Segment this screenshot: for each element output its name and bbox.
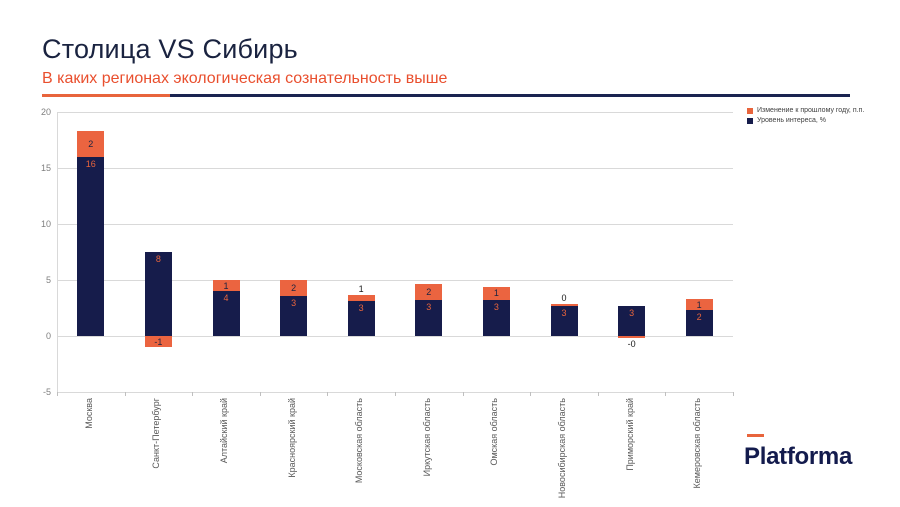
x-axis-tick bbox=[665, 392, 667, 396]
chart-legend: Изменение к прошлому году, п.п. Уровень … bbox=[747, 107, 864, 127]
logo-text: Platforma bbox=[744, 443, 852, 470]
header-divider bbox=[42, 94, 850, 97]
x-axis-category-label: Москва bbox=[83, 398, 94, 429]
bar-value-label-change: 2 bbox=[88, 138, 94, 149]
bar-segment-change bbox=[212, 280, 240, 292]
bar-segment-interest bbox=[482, 300, 510, 336]
x-axis-tick bbox=[462, 392, 464, 396]
bar-segment-interest bbox=[685, 310, 713, 336]
bar-segment-interest bbox=[77, 156, 105, 336]
bar-segment-interest bbox=[550, 305, 578, 336]
y-axis-tick-label: 10 bbox=[40, 219, 51, 229]
bar-segment-change bbox=[144, 336, 172, 348]
grid-line bbox=[57, 112, 733, 113]
legend-item-change: Изменение к прошлому году, п.п. bbox=[747, 107, 864, 114]
x-axis-category-label: Приморский край bbox=[624, 398, 635, 471]
x-axis-tick bbox=[124, 392, 126, 396]
y-axis-tick-label: -5 bbox=[42, 387, 51, 397]
logo-accent-dash-icon bbox=[747, 434, 764, 437]
bar-segment-change bbox=[415, 284, 443, 301]
bar-segment-change bbox=[77, 131, 105, 157]
bar-segment-change bbox=[280, 280, 308, 296]
y-axis-tick-label: 20 bbox=[40, 107, 51, 117]
x-axis-tick bbox=[192, 392, 194, 396]
bar-value-label-interest: 3 bbox=[493, 302, 499, 313]
x-axis-tick bbox=[57, 392, 58, 396]
bar-segment-interest bbox=[144, 252, 172, 336]
page-title: Столица VS Сибирь bbox=[42, 34, 298, 64]
bar-value-label-interest: 2 bbox=[696, 312, 702, 323]
grid-line bbox=[57, 168, 733, 169]
bar-value-label-change: 1 bbox=[696, 299, 702, 310]
stacked-bar-chart: 20 15 10 5 0 -5 16 2 Москва 8 -1 Санкт-Петербург 4 1 А… bbox=[41, 107, 734, 504]
bar-segment-interest bbox=[415, 300, 443, 336]
bar-value-label-interest: 8 bbox=[155, 254, 161, 264]
bar-value-label-change: -1 bbox=[154, 336, 163, 347]
x-axis-tick bbox=[530, 392, 532, 396]
x-axis-category-label: Алтайский край bbox=[219, 398, 229, 464]
bar-segment-change bbox=[685, 299, 713, 311]
x-axis-category-label: Красноярский край bbox=[286, 398, 297, 478]
x-axis-tick bbox=[597, 392, 599, 396]
platforma-logo: Platforma bbox=[744, 434, 852, 471]
bar-segment-change bbox=[618, 336, 646, 339]
x-axis-category-label: Новосибирская область bbox=[557, 398, 567, 499]
bar-value-label-change: 2 bbox=[426, 287, 432, 298]
x-axis-category-label: Московская область bbox=[354, 398, 365, 484]
x-axis-category-label: Санкт-Петербург bbox=[151, 398, 162, 469]
x-axis-tick bbox=[327, 392, 329, 396]
bar-segment-interest bbox=[618, 305, 646, 336]
x-axis-tick bbox=[733, 392, 734, 396]
bar-segment-change bbox=[482, 286, 510, 301]
bar-segment-change bbox=[347, 294, 375, 302]
legend-label: Уровень интереса, % bbox=[757, 117, 826, 124]
bar-value-label-change: 1 bbox=[223, 280, 229, 291]
bar-value-label-interest: 3 bbox=[561, 307, 567, 318]
grid-line bbox=[57, 280, 733, 281]
bar-segment-interest bbox=[280, 295, 308, 336]
y-axis-tick-label: 0 bbox=[45, 331, 51, 341]
legend-label: Изменение к прошлому году, п.п. bbox=[757, 107, 865, 114]
bar-value-label-change: 1 bbox=[493, 288, 499, 299]
bar-value-label-interest: 3 bbox=[629, 307, 635, 318]
legend-item-interest: Уровень интереса, % bbox=[747, 117, 864, 124]
bar-segment-interest bbox=[347, 301, 375, 336]
bar-value-label-change: 0 bbox=[561, 293, 567, 304]
page-subtitle: В каких регионах экологическая сознатель… bbox=[42, 70, 448, 87]
y-axis-line bbox=[57, 112, 58, 392]
bar-value-label-change: -0 bbox=[627, 339, 636, 350]
grid-line bbox=[57, 224, 733, 225]
bar-segment-change bbox=[550, 304, 578, 306]
bar-value-label-change: 2 bbox=[291, 282, 297, 293]
x-axis-tick bbox=[259, 392, 261, 396]
x-axis-category-label: Иркутская область bbox=[421, 398, 432, 477]
y-axis-tick-label: 15 bbox=[40, 163, 51, 173]
x-axis-category-label: Кемеровская область bbox=[692, 398, 703, 489]
y-axis-tick-label: 5 bbox=[45, 275, 51, 285]
bar-value-label-interest: 4 bbox=[223, 293, 229, 304]
x-axis-tick bbox=[395, 392, 396, 396]
legend-swatch-navy bbox=[747, 117, 753, 124]
x-axis-category-label: Омская область bbox=[489, 398, 500, 466]
bar-value-label-change: 1 bbox=[358, 283, 364, 294]
bar-segment-interest bbox=[212, 291, 240, 336]
bar-value-label-interest: 3 bbox=[426, 302, 432, 313]
bar-value-label-interest: 3 bbox=[358, 303, 364, 314]
grid-line bbox=[57, 336, 733, 337]
bar-value-label-interest: 16 bbox=[85, 158, 96, 169]
bar-value-label-interest: 3 bbox=[291, 297, 297, 308]
legend-swatch-orange bbox=[747, 107, 753, 114]
